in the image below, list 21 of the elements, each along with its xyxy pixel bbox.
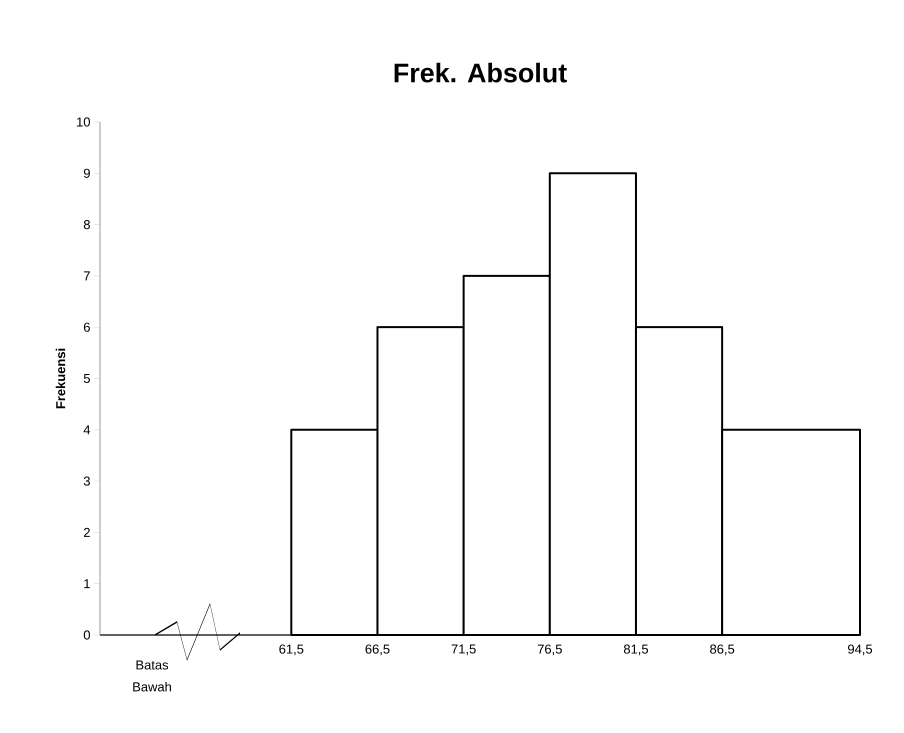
y-tick-label: 7	[84, 271, 90, 280]
y-tick-label: 2	[84, 528, 90, 537]
x-tick-label: 94,5	[848, 644, 872, 656]
y-axis-title: Frekuensi	[56, 348, 66, 408]
y-tick-label: 0	[84, 630, 90, 640]
y-tick-label: 8	[84, 220, 90, 230]
text: Batas Bawah	[133, 660, 171, 692]
y-tick-label: 5	[84, 374, 90, 383]
y-tick-label: 4	[84, 425, 90, 434]
x-tick-label: 86,5	[710, 644, 734, 656]
y-tick-label: 10	[77, 117, 90, 127]
x-tick-label: 71,5	[452, 644, 476, 656]
x-tick-label: 66,5	[366, 644, 390, 656]
x-tick-label: 76,5	[538, 644, 562, 656]
y-tick-label: 3	[84, 476, 90, 486]
y-tick-label: 1	[84, 579, 90, 588]
x-tick-label: 81,5	[624, 644, 648, 656]
y-tick-label: 9	[84, 168, 90, 178]
y-tick-label: 6	[84, 322, 90, 332]
x-tick-label: 61,5	[279, 644, 304, 656]
chart-title: Frek. Absolut	[394, 62, 567, 82]
